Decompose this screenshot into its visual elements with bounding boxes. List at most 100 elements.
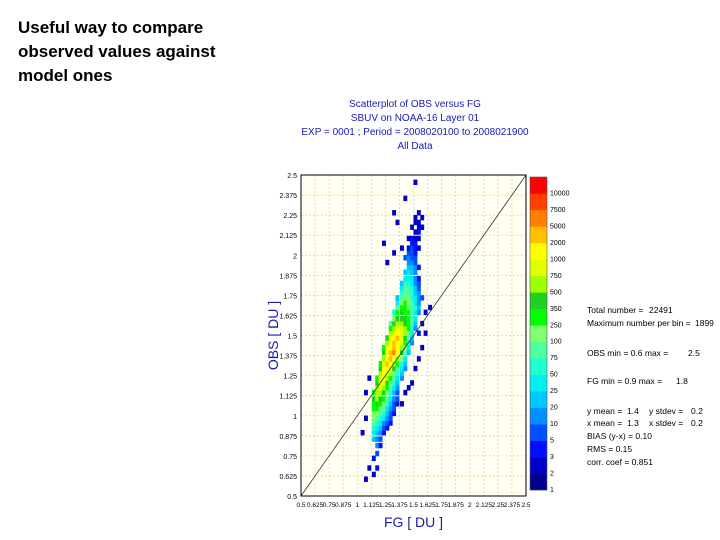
stat-xmean-label: x mean = bbox=[587, 418, 623, 428]
colorbar-segment bbox=[530, 177, 547, 194]
density-bin bbox=[375, 429, 380, 436]
density-bin bbox=[403, 309, 408, 316]
density-bin bbox=[410, 285, 415, 291]
density-bin bbox=[375, 420, 380, 426]
density-bin bbox=[371, 471, 376, 478]
density-bin bbox=[364, 476, 368, 482]
density-bin bbox=[410, 269, 415, 275]
density-bin bbox=[388, 405, 393, 412]
density-bin bbox=[410, 325, 415, 332]
y-tick-label: 0.875 bbox=[279, 434, 297, 441]
x-tick-label: 0.75 bbox=[323, 502, 336, 509]
density-bin bbox=[423, 330, 428, 336]
density-bin bbox=[364, 389, 368, 396]
density-bin bbox=[406, 304, 411, 311]
colorbar-tick-label: 25 bbox=[550, 388, 558, 395]
density-bin bbox=[403, 275, 408, 282]
density-bin bbox=[382, 349, 386, 356]
density-bin bbox=[375, 380, 380, 386]
density-bin bbox=[382, 360, 386, 367]
density-bin bbox=[403, 325, 408, 332]
density-bin bbox=[413, 259, 418, 266]
density-bin bbox=[413, 365, 418, 372]
density-bin bbox=[420, 344, 425, 351]
density-bin bbox=[395, 344, 400, 351]
density-bin bbox=[413, 245, 418, 251]
density-bin bbox=[413, 309, 418, 316]
density-bin bbox=[385, 401, 390, 407]
density-bin bbox=[364, 415, 368, 421]
density-bin bbox=[375, 436, 380, 442]
x-tick-label: 1.375 bbox=[391, 502, 408, 509]
density-bin bbox=[385, 360, 390, 367]
stat-xstdev-label: x stdev = bbox=[649, 418, 684, 428]
density-bin bbox=[378, 429, 383, 436]
density-bin bbox=[406, 250, 411, 256]
colorbar-tick-label: 10000 bbox=[550, 190, 570, 197]
density-bin bbox=[375, 410, 380, 417]
stat-fg-value: 1.8 bbox=[676, 376, 688, 386]
density-bin bbox=[403, 295, 408, 301]
x-tick-label: 1.25 bbox=[379, 502, 392, 509]
density-bin bbox=[395, 360, 400, 367]
density-bin bbox=[382, 405, 386, 412]
density-bin bbox=[375, 465, 380, 471]
density-bin bbox=[400, 295, 404, 301]
density-bin bbox=[385, 405, 390, 412]
colorbar-segment bbox=[530, 259, 547, 277]
density-bin bbox=[388, 420, 393, 426]
density-bin bbox=[413, 255, 418, 261]
density-bin bbox=[413, 285, 418, 291]
density-bin bbox=[392, 356, 397, 362]
stat-obs-value: 2.5 bbox=[688, 348, 700, 358]
colorbar-tick-label: 5 bbox=[550, 438, 554, 445]
colorbar-tick-label: 100 bbox=[550, 339, 562, 346]
density-bin bbox=[400, 370, 404, 377]
density-bin bbox=[395, 396, 400, 402]
stat-ymean-label: y mean = bbox=[587, 406, 623, 416]
density-bin bbox=[382, 385, 386, 391]
density-bin bbox=[403, 285, 408, 291]
colorbar-tick-label: 2 bbox=[550, 471, 554, 478]
colorbar-tick-label: 250 bbox=[550, 322, 562, 329]
density-bin bbox=[400, 365, 404, 372]
density-bin bbox=[382, 420, 386, 426]
density-bin bbox=[392, 370, 397, 377]
density-bin bbox=[410, 255, 415, 261]
density-bin bbox=[392, 330, 397, 336]
density-bin bbox=[416, 295, 421, 301]
density-bin bbox=[388, 410, 393, 417]
density-bin bbox=[413, 269, 418, 275]
density-bin bbox=[375, 389, 380, 396]
density-bin bbox=[400, 309, 404, 316]
chart-data-filter: All Data bbox=[397, 141, 433, 152]
density-bin bbox=[375, 375, 380, 381]
density-bin bbox=[388, 375, 393, 381]
one-to-one-line bbox=[300, 174, 527, 497]
density-bin bbox=[395, 380, 400, 386]
density-bin bbox=[392, 335, 397, 341]
density-bin bbox=[416, 299, 421, 306]
density-bin bbox=[392, 325, 397, 332]
density-bin bbox=[375, 396, 380, 402]
density-bin bbox=[388, 325, 393, 332]
colorbar-segment bbox=[530, 391, 547, 408]
colorbar-segment bbox=[530, 193, 547, 211]
density-bin bbox=[395, 316, 400, 322]
stat-total-number: Total number = 22491 bbox=[587, 305, 673, 315]
density-bin bbox=[385, 344, 390, 351]
x-tick-label: 1.5 bbox=[409, 502, 418, 509]
density-bin bbox=[395, 375, 400, 381]
density-bin bbox=[410, 275, 415, 282]
x-tick-label: 2.5 bbox=[521, 502, 530, 509]
density-bin bbox=[413, 295, 418, 301]
density-bin bbox=[428, 304, 433, 311]
y-tick-label: 0.625 bbox=[279, 474, 297, 481]
density-bin bbox=[395, 320, 400, 327]
colorbar-tick-label: 7500 bbox=[550, 207, 566, 214]
density-bin bbox=[382, 365, 386, 372]
colorbar-segment bbox=[530, 242, 547, 260]
density-bin bbox=[403, 320, 408, 327]
density-bin bbox=[388, 389, 393, 396]
y-tick-label: 1.625 bbox=[279, 313, 297, 320]
